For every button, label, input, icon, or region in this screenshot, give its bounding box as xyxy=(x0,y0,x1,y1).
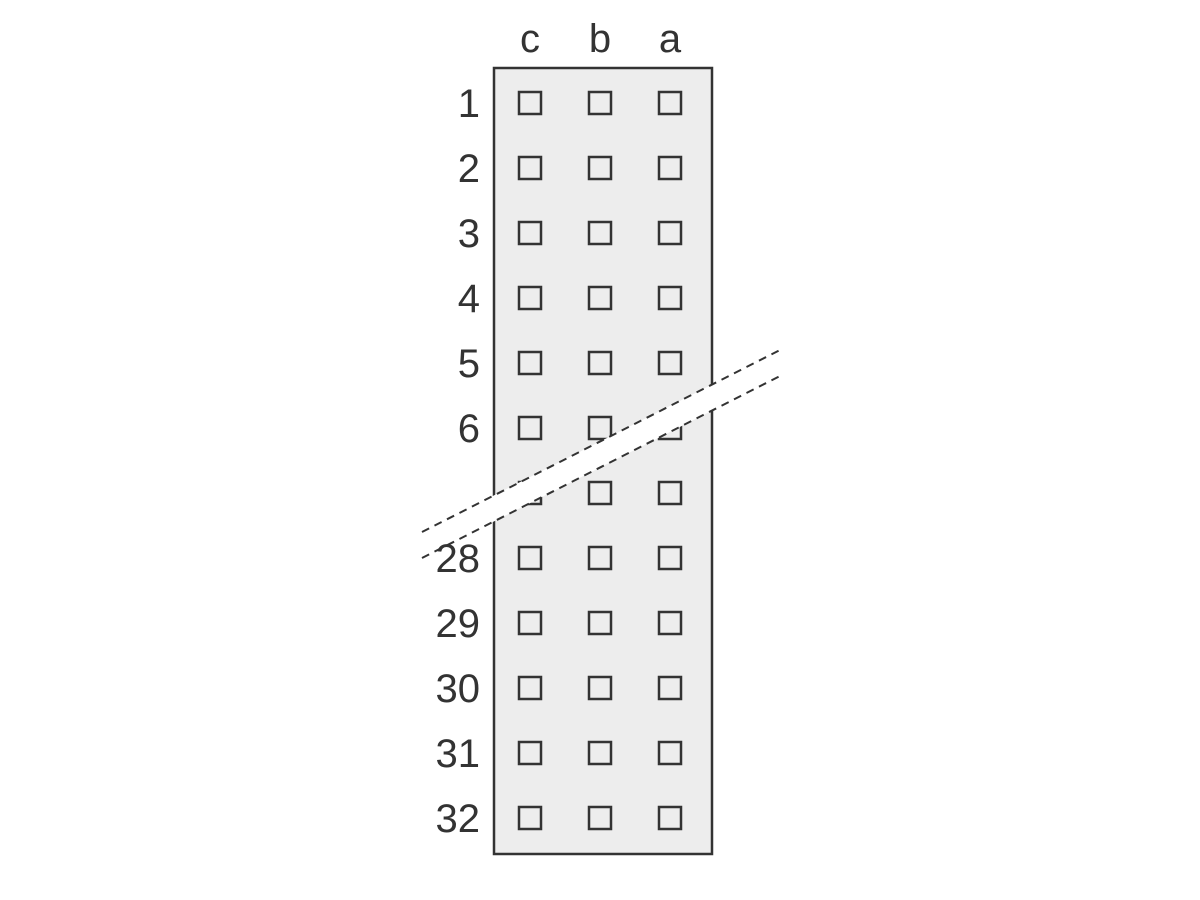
pin xyxy=(659,352,681,374)
row-label: 5 xyxy=(458,342,480,386)
pin xyxy=(519,222,541,244)
pin xyxy=(589,742,611,764)
pin xyxy=(659,807,681,829)
pin xyxy=(589,482,611,504)
pin xyxy=(519,352,541,374)
pin xyxy=(519,742,541,764)
row-label: 30 xyxy=(436,667,481,711)
pin xyxy=(519,547,541,569)
pin xyxy=(519,157,541,179)
pin xyxy=(659,742,681,764)
pin xyxy=(659,92,681,114)
row-label: 29 xyxy=(436,602,481,646)
pin xyxy=(659,222,681,244)
pin xyxy=(519,612,541,634)
pin xyxy=(659,677,681,699)
pin xyxy=(589,92,611,114)
pin xyxy=(589,352,611,374)
row-label: 32 xyxy=(436,797,481,841)
row-label: 3 xyxy=(458,212,480,256)
row-label: 6 xyxy=(458,407,480,451)
pin xyxy=(519,807,541,829)
pin xyxy=(519,677,541,699)
row-label: 28 xyxy=(436,537,481,581)
pin xyxy=(659,157,681,179)
pin xyxy=(589,157,611,179)
pin xyxy=(589,417,611,439)
pin xyxy=(519,92,541,114)
pin xyxy=(659,482,681,504)
column-label: a xyxy=(659,17,682,61)
row-label: 1 xyxy=(458,82,480,126)
pin xyxy=(589,677,611,699)
pin xyxy=(659,612,681,634)
column-label: b xyxy=(589,17,611,61)
pin xyxy=(589,807,611,829)
pin xyxy=(659,287,681,309)
diagram-stage: c b a 1 2 3 4 5 6 28 29 30 31 32 xyxy=(0,0,1200,900)
column-label: c xyxy=(520,17,540,61)
pin xyxy=(589,287,611,309)
row-label: 31 xyxy=(436,732,481,776)
pin xyxy=(519,287,541,309)
pin xyxy=(589,612,611,634)
connector-diagram: c b a 1 2 3 4 5 6 28 29 30 31 32 xyxy=(0,0,1200,900)
pin xyxy=(589,222,611,244)
row-label: 4 xyxy=(458,277,480,321)
pin xyxy=(589,547,611,569)
row-label: 2 xyxy=(458,147,480,191)
pin xyxy=(659,547,681,569)
pin xyxy=(519,417,541,439)
